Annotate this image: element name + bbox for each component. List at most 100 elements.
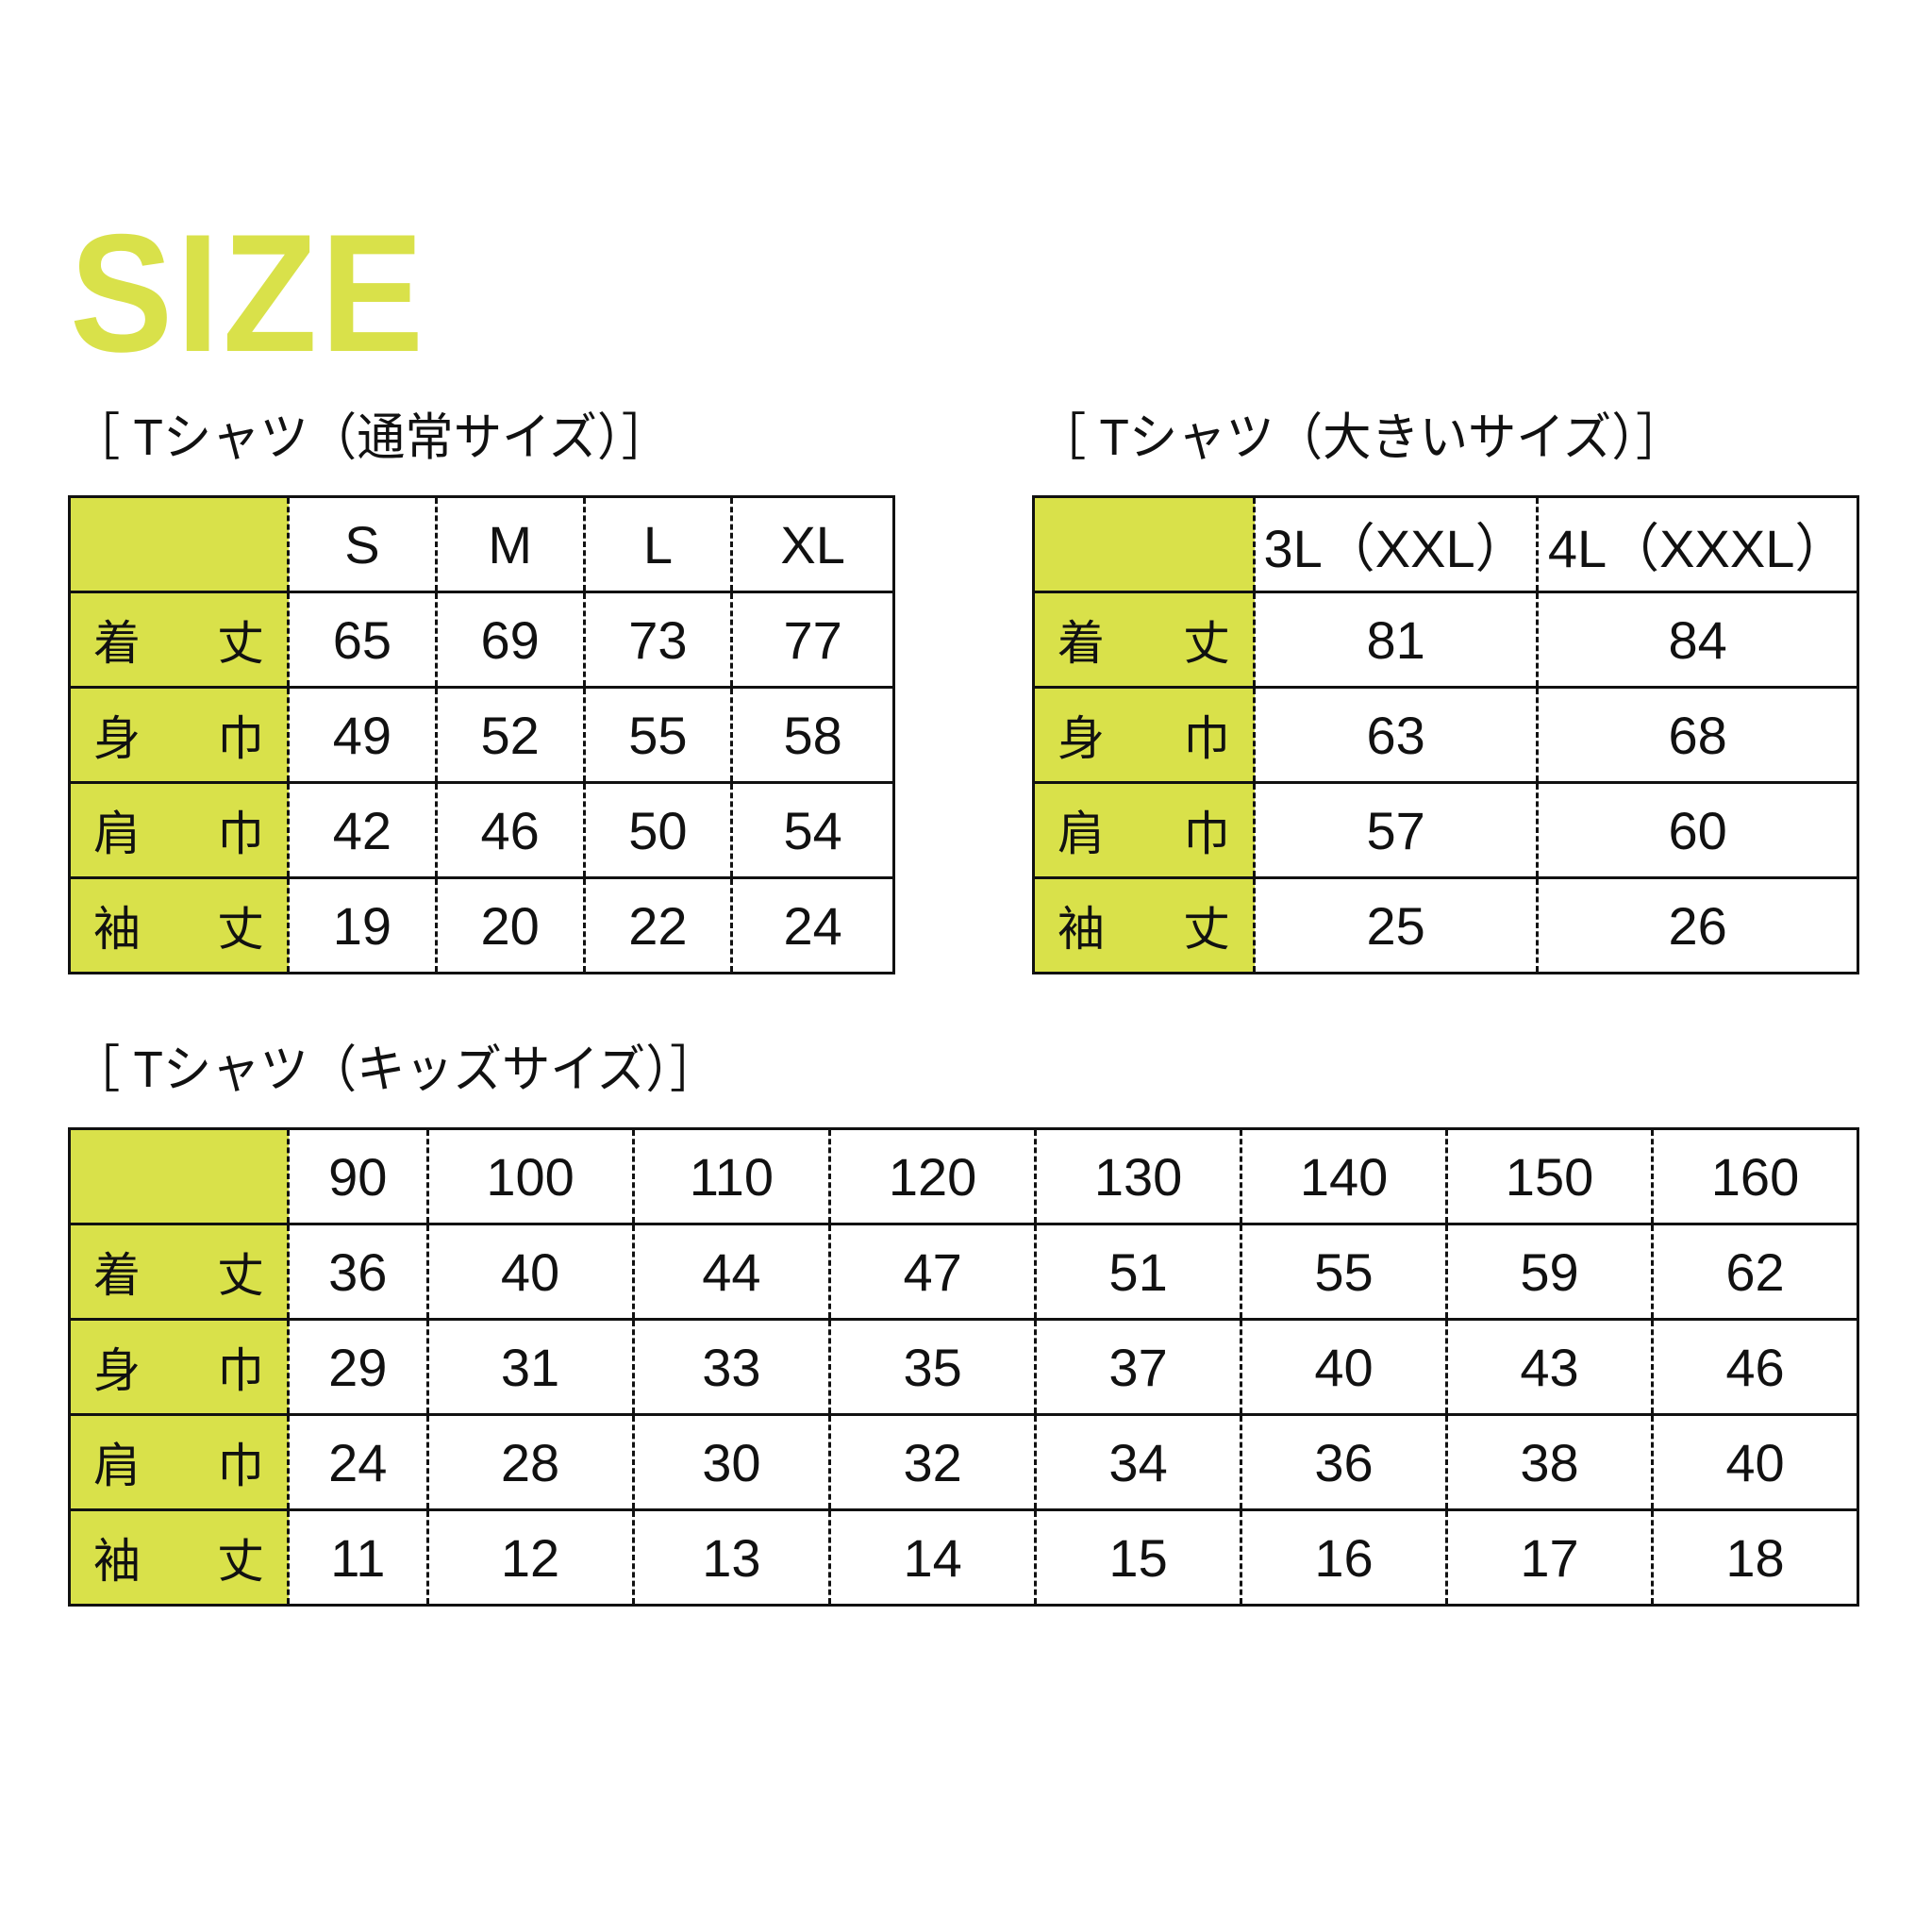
row-label-char: 丈 — [1183, 617, 1230, 670]
table-row: 肩巾 24 28 30 32 34 36 38 40 — [69, 1413, 1858, 1510]
value-cell: 65 — [287, 591, 437, 688]
value-cell: 51 — [1034, 1223, 1241, 1320]
column-header: XL — [730, 496, 894, 592]
row-label: 袖丈 — [69, 1508, 289, 1606]
row-label: 身巾 — [69, 686, 289, 783]
regular-size-heading: ［ Tシャツ（通常サイズ）］ — [72, 409, 671, 466]
value-cell: 17 — [1445, 1508, 1653, 1606]
value-cell: 20 — [434, 876, 585, 974]
row-label: 袖丈 — [69, 876, 289, 974]
row-label-char: 丈 — [1183, 903, 1230, 956]
row-label-char: 巾 — [1183, 808, 1230, 860]
value-cell: 81 — [1252, 591, 1538, 688]
row-label-char: 巾 — [217, 712, 264, 765]
table-row: 身巾 63 68 — [1033, 686, 1858, 783]
value-cell: 46 — [1651, 1318, 1858, 1415]
value-cell: 47 — [828, 1223, 1036, 1320]
value-cell: 26 — [1536, 876, 1858, 974]
row-label: 肩巾 — [1033, 781, 1255, 878]
value-cell: 40 — [1240, 1318, 1447, 1415]
row-label: 肩巾 — [69, 781, 289, 878]
value-cell: 43 — [1445, 1318, 1653, 1415]
row-label-char: 肩 — [93, 1440, 141, 1492]
value-cell: 59 — [1445, 1223, 1653, 1320]
value-cell: 52 — [434, 686, 585, 783]
table-row: 身巾 29 31 33 35 37 40 43 46 — [69, 1318, 1858, 1415]
row-label: 袖丈 — [1033, 876, 1255, 974]
column-header: 100 — [425, 1128, 634, 1224]
value-cell: 40 — [1651, 1413, 1858, 1510]
value-cell: 36 — [287, 1223, 428, 1320]
row-label-char: 着 — [93, 1249, 141, 1302]
table-row: 袖丈 11 12 13 14 15 16 17 18 — [69, 1508, 1858, 1606]
value-cell: 44 — [631, 1223, 830, 1320]
row-label: 身巾 — [69, 1318, 289, 1415]
column-header: 160 — [1651, 1128, 1858, 1224]
row-label: 着丈 — [1033, 591, 1255, 688]
kids-size-table: 90 100 110 120 130 140 150 160 着丈 36 40 44 47 51 55 59 6… — [68, 1127, 1859, 1607]
value-cell: 46 — [434, 781, 585, 878]
table-row: 着丈 36 40 44 47 51 55 59 62 — [69, 1223, 1858, 1320]
large-size-heading: ［ Tシャツ（大きいサイズ）］ — [1038, 409, 1685, 466]
row-label: 着丈 — [69, 591, 289, 688]
value-cell: 73 — [582, 591, 732, 688]
table-row: 肩巾 57 60 — [1033, 781, 1858, 878]
row-label-char: 袖 — [93, 903, 141, 956]
header-row: S M L XL — [69, 496, 894, 592]
row-label: 肩巾 — [69, 1413, 289, 1510]
value-cell: 62 — [1651, 1223, 1858, 1320]
value-cell: 31 — [425, 1318, 634, 1415]
row-label-char: 巾 — [217, 808, 264, 860]
value-cell: 30 — [631, 1413, 830, 1510]
value-cell: 84 — [1536, 591, 1858, 688]
table-row: 着丈 81 84 — [1033, 591, 1858, 688]
row-label-char: 着 — [1058, 617, 1105, 670]
row-label-char: 袖 — [1058, 903, 1105, 956]
header-row: 3L（XXL） 4L（XXXL） — [1033, 496, 1858, 592]
value-cell: 60 — [1536, 781, 1858, 878]
column-header: 130 — [1034, 1128, 1241, 1224]
value-cell: 49 — [287, 686, 437, 783]
row-label-char: 丈 — [217, 1249, 264, 1302]
row-label-char: 丈 — [217, 903, 264, 956]
kids-size-heading: ［ Tシャツ（キッズサイズ）］ — [72, 1041, 719, 1098]
value-cell: 14 — [828, 1508, 1036, 1606]
page-title: SIZE — [70, 199, 427, 387]
value-cell: 15 — [1034, 1508, 1241, 1606]
value-cell: 50 — [582, 781, 732, 878]
value-cell: 57 — [1252, 781, 1538, 878]
value-cell: 38 — [1445, 1413, 1653, 1510]
value-cell: 36 — [1240, 1413, 1447, 1510]
column-header: 120 — [828, 1128, 1036, 1224]
row-label-char: 丈 — [217, 1535, 264, 1588]
value-cell: 22 — [582, 876, 732, 974]
value-cell: 55 — [1240, 1223, 1447, 1320]
table-row: 身巾 49 52 55 58 — [69, 686, 894, 783]
row-label-char: 丈 — [217, 617, 264, 670]
value-cell: 58 — [730, 686, 894, 783]
row-label-char: 身 — [93, 712, 141, 765]
value-cell: 69 — [434, 591, 585, 688]
column-header: 4L（XXXL） — [1536, 496, 1858, 592]
value-cell: 24 — [287, 1413, 428, 1510]
value-cell: 68 — [1536, 686, 1858, 783]
value-cell: 19 — [287, 876, 437, 974]
row-label: 着丈 — [69, 1223, 289, 1320]
header-row: 90 100 110 120 130 140 150 160 — [69, 1128, 1858, 1224]
value-cell: 11 — [287, 1508, 428, 1606]
regular-size-table: S M L XL 着丈 65 69 73 77 身巾 49 52 55 58 肩巾 42 46 50 54 袖丈 19 2… — [68, 495, 895, 974]
table-row: 袖丈 19 20 22 24 — [69, 876, 894, 974]
row-label-char: 巾 — [1183, 712, 1230, 765]
value-cell: 32 — [828, 1413, 1036, 1510]
value-cell: 42 — [287, 781, 437, 878]
column-header: 3L（XXL） — [1252, 496, 1538, 592]
value-cell: 16 — [1240, 1508, 1447, 1606]
value-cell: 77 — [730, 591, 894, 688]
column-header: M — [434, 496, 585, 592]
value-cell: 13 — [631, 1508, 830, 1606]
value-cell: 24 — [730, 876, 894, 974]
value-cell: 37 — [1034, 1318, 1241, 1415]
table-row: 袖丈 25 26 — [1033, 876, 1858, 974]
value-cell: 54 — [730, 781, 894, 878]
corner-cell — [1033, 496, 1255, 592]
